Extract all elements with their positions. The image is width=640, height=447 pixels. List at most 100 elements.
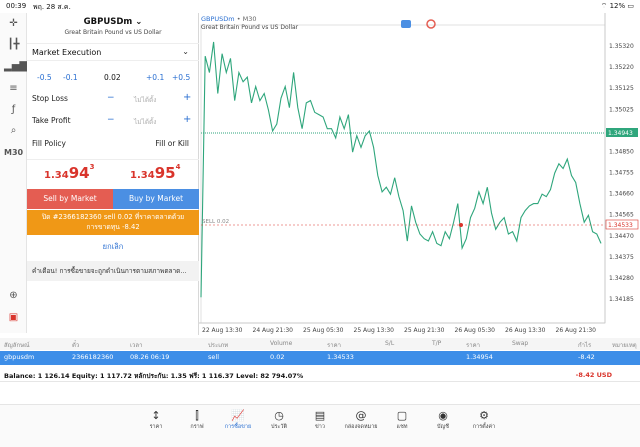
indicators-icon[interactable]: ≡ bbox=[9, 83, 18, 94]
tab-label: การตั้งค่า bbox=[472, 424, 496, 430]
chart-title: GBPUSDm • M30 bbox=[201, 15, 257, 23]
y-tick-label: 1.34470 bbox=[609, 233, 634, 240]
zoom-icon[interactable]: ⊕ bbox=[9, 290, 18, 301]
tab-label: การซื้อขาย bbox=[224, 424, 252, 430]
symbol-selector[interactable]: GBPUSDm ⌄ bbox=[27, 17, 199, 27]
news-icon: ▤ bbox=[314, 409, 326, 422]
account-summary: Balance: 1 126.14 Equity: 1 117.72 หลักป… bbox=[0, 368, 640, 382]
function-icon[interactable]: ƒ bbox=[11, 104, 16, 115]
volume-plus-0.5[interactable]: +0.5 bbox=[172, 73, 191, 82]
y-tick-label: 1.35320 bbox=[609, 43, 634, 50]
one-click-trade-icon[interactable]: ▣ bbox=[8, 312, 19, 323]
x-tick-label: 24 Aug 21:30 bbox=[253, 327, 294, 334]
y-tick-label: 1.34660 bbox=[609, 191, 634, 198]
take-profit-plus-button[interactable]: + bbox=[183, 114, 192, 125]
tab-label: ข่าว bbox=[315, 424, 325, 430]
table-cell-time: 08.26 06:19 bbox=[130, 353, 170, 361]
table-header-cell: Volume bbox=[270, 340, 293, 347]
price-chart[interactable]: 1.353201.352201.351251.350251.349401.348… bbox=[199, 13, 640, 338]
tab-mailbox[interactable]: @ กล่องจดหมาย bbox=[341, 409, 381, 431]
y-tick-label: 1.35025 bbox=[609, 106, 634, 113]
table-header-cell: S/L bbox=[385, 340, 395, 347]
table-cell-profit: -8.42 bbox=[578, 353, 595, 361]
shapes-icon[interactable]: ⌕ bbox=[10, 125, 17, 136]
take-profit-input[interactable]: ไม่ได้ตั้ง bbox=[134, 118, 157, 126]
status-date: พฤ. 28 ส.ค. bbox=[33, 3, 71, 11]
accounts-icon: ◉ bbox=[438, 409, 448, 422]
symbol-description: Great Britain Pound vs US Dollar bbox=[64, 29, 162, 36]
x-tick-label: 25 Aug 21:30 bbox=[404, 327, 445, 334]
bottom-tab-bar: ↕ ราคา ⫿ กราฟ 📈 การซื้อขาย ◷ ประวัติ ▤ ข่าว @ กล่อง… bbox=[0, 404, 640, 447]
crosshair-icon[interactable]: ✛ bbox=[9, 18, 18, 29]
position-level-value: 1.34533 bbox=[608, 222, 633, 229]
tab-trade[interactable]: 📈 การซื้อขาย bbox=[218, 409, 258, 431]
x-tick-label: 25 Aug 13:30 bbox=[354, 327, 395, 334]
tab-chat[interactable]: ▢ แชท bbox=[382, 409, 422, 431]
position-tag: SELL 0.02 bbox=[202, 219, 229, 225]
chart-symbol: GBPUSDm bbox=[201, 15, 235, 23]
trade-icon bbox=[401, 20, 411, 28]
fill-policy-label: Fill Policy bbox=[32, 139, 66, 148]
total-profit: -8.42 USD bbox=[575, 371, 612, 379]
stop-loss-minus-button[interactable]: − bbox=[107, 93, 115, 103]
tab-quotes[interactable]: ↕ ราคา bbox=[136, 409, 176, 431]
tab-charts[interactable]: ⫿ กราฟ bbox=[177, 409, 217, 431]
candles-icon[interactable]: ┃╋ bbox=[7, 39, 20, 50]
chart-canvas[interactable]: 1.353201.352201.351251.350251.349401.348… bbox=[199, 13, 640, 338]
price-line bbox=[200, 41, 602, 298]
y-tick-label: 1.35220 bbox=[609, 64, 634, 71]
timeframe-button[interactable]: M30 bbox=[4, 148, 24, 157]
take-profit-minus-button[interactable]: − bbox=[107, 115, 115, 125]
table-cell-current: 1.34954 bbox=[466, 353, 493, 361]
bid-price: 1.34943 bbox=[44, 163, 95, 182]
buy-by-market-button[interactable]: Buy by Market bbox=[113, 189, 199, 209]
tab-settings[interactable]: ⚙ การตั้งค่า bbox=[464, 409, 504, 431]
stop-loss-plus-button[interactable]: + bbox=[183, 92, 192, 103]
toggle-icon bbox=[426, 19, 436, 29]
execution-type-label: Market Execution bbox=[32, 48, 102, 57]
status-time: 00:39 bbox=[6, 2, 27, 10]
bid-level-tag bbox=[606, 128, 638, 137]
volume-minus-0.5[interactable]: -0.5 bbox=[37, 73, 52, 82]
volume-plus-0.1[interactable]: +0.1 bbox=[146, 73, 165, 82]
table-header-cell: ตั๋ว bbox=[72, 342, 80, 349]
volume-minus-0.1[interactable]: -0.1 bbox=[63, 73, 78, 82]
x-tick-label: 26 Aug 13:30 bbox=[505, 327, 546, 334]
chart-subtitle: Great Britain Pound vs US Dollar bbox=[201, 24, 299, 31]
tab-accounts[interactable]: ◉ บัญชี bbox=[423, 409, 463, 431]
fill-policy-value: Fill or Kill bbox=[155, 139, 189, 148]
bars-icon[interactable]: ▂▅▇ bbox=[4, 61, 28, 72]
tab-history[interactable]: ◷ ประวัติ bbox=[259, 409, 299, 431]
ask-price: 1.34954 bbox=[130, 163, 181, 182]
trade-table-header: สัญลักษณ์ ตั๋ว เวลา ประเภท Volume ราคา S/L T/P ร… bbox=[0, 338, 640, 350]
chat-icon: ▢ bbox=[396, 409, 408, 422]
table-cell-symbol: gbpusdm bbox=[4, 353, 35, 361]
tab-news[interactable]: ▤ ข่าว bbox=[300, 409, 340, 431]
table-cell-price: 1.34533 bbox=[327, 353, 354, 361]
y-tick-label: 1.35125 bbox=[609, 85, 634, 92]
y-tick-label: 1.34755 bbox=[609, 170, 634, 177]
sell-by-market-button[interactable]: Sell by Market bbox=[27, 189, 113, 209]
y-tick-label: 1.34565 bbox=[609, 212, 634, 219]
volume-input[interactable]: 0.02 bbox=[104, 73, 121, 82]
x-tick-label: 25 Aug 05:30 bbox=[303, 327, 344, 334]
settings-icon: ⚙ bbox=[479, 409, 489, 422]
table-cell-ticket: 2366182360 bbox=[72, 353, 114, 361]
balance-text: Balance: 1 126.14 Equity: 1 117.72 หลักป… bbox=[4, 372, 304, 380]
status-bar: 00:39 พฤ. 28 ส.ค. ⌔ 12% ▭ bbox=[0, 0, 640, 13]
tab-label: บัญชี bbox=[437, 424, 449, 430]
mailbox-icon: @ bbox=[355, 409, 367, 422]
close-position-button[interactable]: ปิด #2366182360 sell 0.02 ที่ราคาตลาดด้ว… bbox=[27, 210, 199, 235]
close-position-line1: ปิด #2366182360 sell 0.02 ที่ราคาตลาดด้ว… bbox=[41, 213, 185, 221]
battery-percent: 12% bbox=[609, 2, 626, 10]
table-cell-type: sell bbox=[208, 353, 219, 361]
cancel-button[interactable]: ยกเลิก bbox=[102, 242, 124, 251]
trade-row[interactable]: gbpusdm 2366182360 08.26 06:19 sell 0.02 1.34… bbox=[0, 351, 640, 365]
charts-icon: ⫿ bbox=[195, 409, 199, 422]
execution-type-select[interactable]: Market Execution ⌄ bbox=[27, 43, 199, 61]
tab-label: กล่องจดหมาย bbox=[344, 424, 378, 430]
order-panel: GBPUSDm ⌄ Great Britain Pound vs US Doll… bbox=[27, 13, 199, 335]
stop-loss-input[interactable]: ไม่ได้ตั้ง bbox=[134, 96, 157, 104]
table-cell-volume: 0.02 bbox=[270, 353, 285, 361]
fill-policy-row[interactable]: Fill Policy Fill or Kill bbox=[27, 139, 199, 153]
